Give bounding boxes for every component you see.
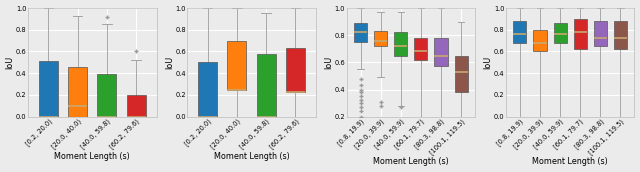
PathPatch shape (39, 61, 58, 117)
Y-axis label: IoU: IoU (324, 56, 333, 69)
PathPatch shape (435, 38, 447, 66)
PathPatch shape (394, 33, 407, 56)
PathPatch shape (594, 21, 607, 46)
X-axis label: Moment Length (s): Moment Length (s) (373, 157, 449, 166)
Y-axis label: IoU: IoU (483, 56, 492, 69)
PathPatch shape (554, 23, 566, 43)
PathPatch shape (614, 21, 627, 49)
X-axis label: Moment Length (s): Moment Length (s) (54, 152, 130, 161)
Y-axis label: IoU: IoU (6, 56, 15, 69)
PathPatch shape (573, 19, 587, 49)
PathPatch shape (127, 95, 145, 117)
PathPatch shape (454, 56, 468, 92)
PathPatch shape (374, 31, 387, 46)
PathPatch shape (354, 23, 367, 42)
X-axis label: Moment Length (s): Moment Length (s) (214, 152, 289, 161)
PathPatch shape (257, 54, 276, 117)
X-axis label: Moment Length (s): Moment Length (s) (532, 157, 608, 166)
PathPatch shape (414, 38, 428, 60)
PathPatch shape (513, 21, 527, 43)
PathPatch shape (97, 74, 116, 117)
PathPatch shape (534, 30, 547, 51)
Y-axis label: IoU: IoU (165, 56, 174, 69)
PathPatch shape (198, 62, 217, 117)
PathPatch shape (286, 48, 305, 92)
PathPatch shape (68, 67, 87, 117)
PathPatch shape (227, 41, 246, 89)
